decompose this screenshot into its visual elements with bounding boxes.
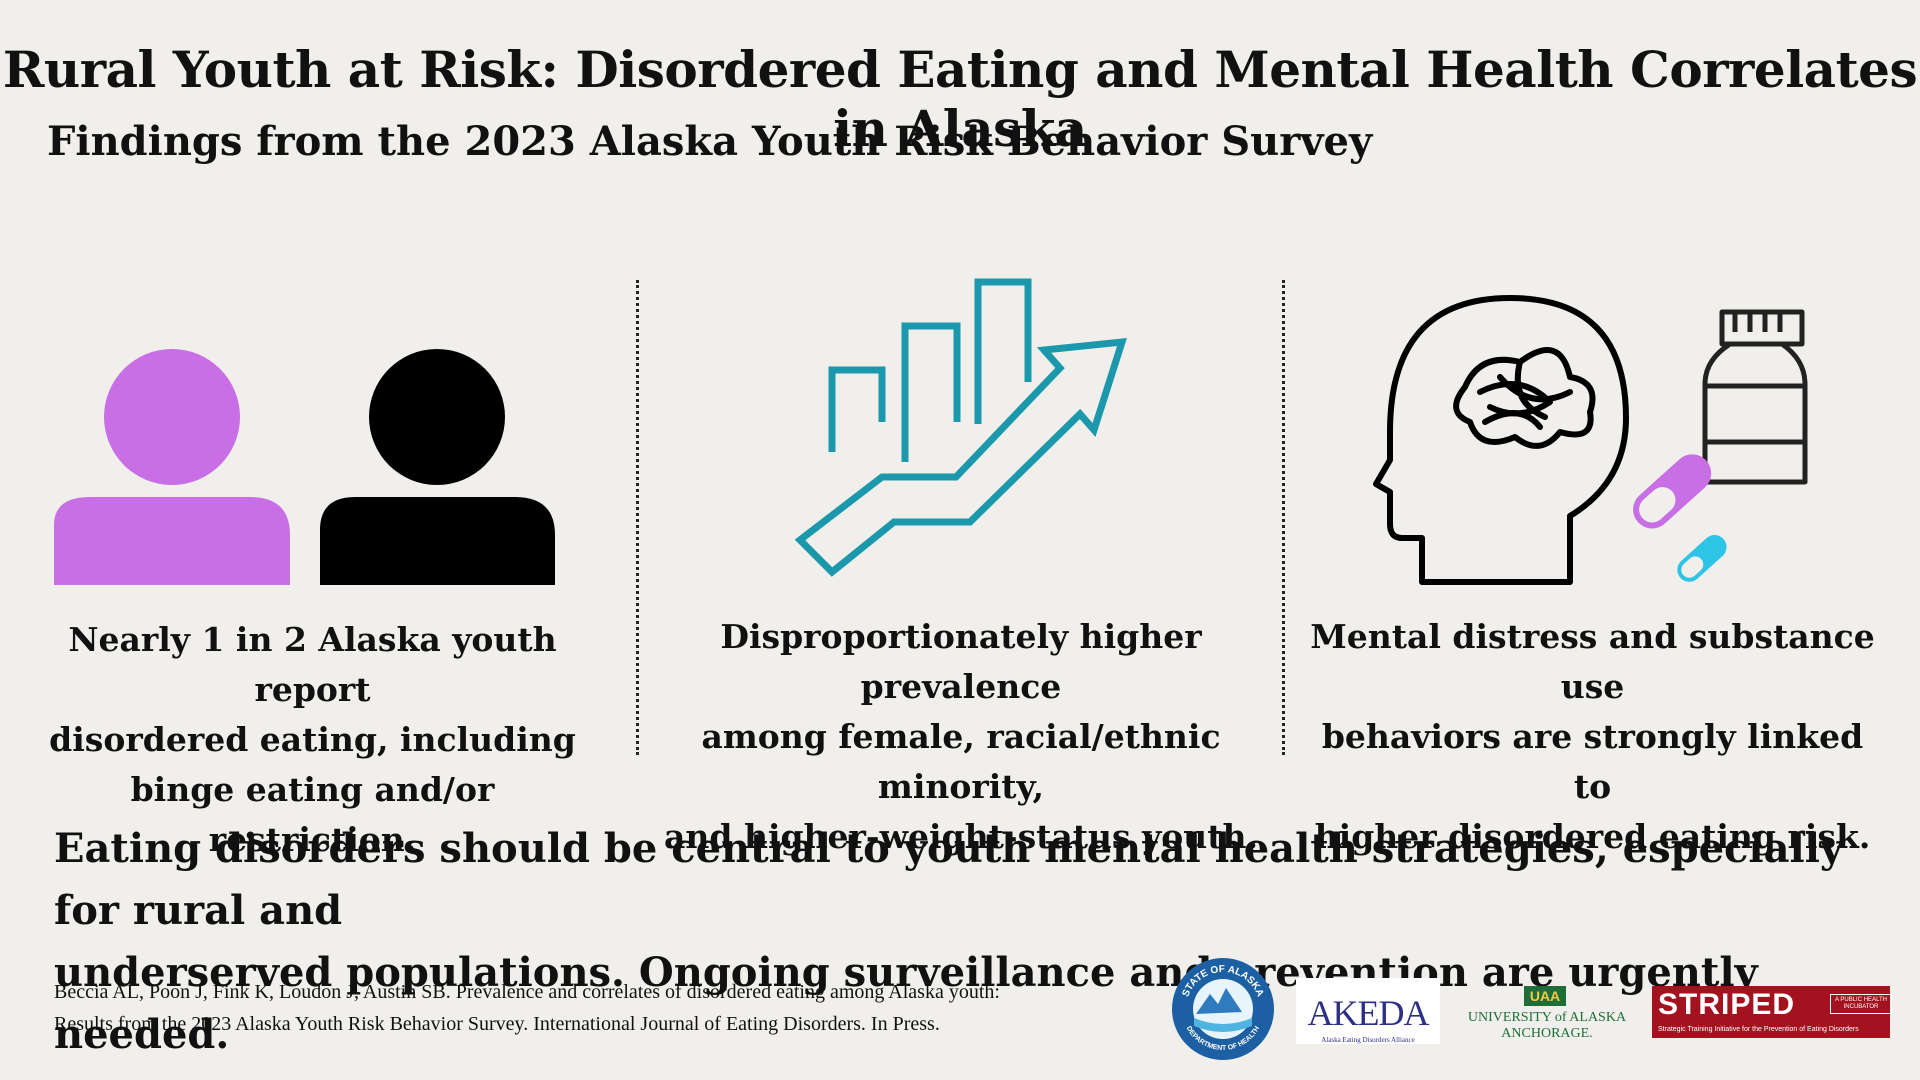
akeda-logo-name: AKEDA bbox=[1307, 993, 1430, 1033]
rising-bar-chart-arrow-icon bbox=[794, 278, 1127, 577]
head-brain-pills-icon bbox=[1373, 295, 1808, 585]
striped-logo: STRIPED A PUBLIC HEALTH INCUBATOR Strate… bbox=[1652, 986, 1892, 1038]
person-black-head bbox=[369, 349, 505, 485]
striped-logo-name: STRIPED bbox=[1658, 988, 1796, 1021]
citation-text: Beccia AL, Poon J, Fink K, Loudon J, Aus… bbox=[54, 981, 1000, 1035]
akeda-logo: AKEDA Alaska Eating Disorders Alliance bbox=[1296, 978, 1440, 1044]
finding-2-text: Disproportionately higher prevalence amo… bbox=[664, 617, 1258, 856]
page-title: Rural Youth at Risk: Disordered Eating a… bbox=[2, 40, 1918, 158]
finding-1-text: Nearly 1 in 2 Alaska youth report disord… bbox=[49, 620, 576, 859]
uaa-logo: UAA UNIVERSITY of ALASKA ANCHORAGE. bbox=[1462, 986, 1632, 1042]
person-purple-body bbox=[54, 497, 290, 585]
uaa-logo-line1: UNIVERSITY of ALASKA bbox=[1467, 1010, 1627, 1025]
purple-capsule bbox=[1633, 454, 1712, 529]
akeda-logo-tagline: Alaska Eating Disorders Alliance bbox=[1321, 1036, 1415, 1044]
two-people-icon bbox=[54, 349, 555, 585]
person-purple-head bbox=[104, 349, 240, 485]
alaska-department-of-health-logo: STATE OF ALASKA DEPARTMENT OF HEALTH bbox=[1172, 958, 1274, 1060]
person-black-body bbox=[320, 497, 555, 585]
divider-left bbox=[636, 280, 639, 755]
conclusion-text: Eating disorders should be central to yo… bbox=[54, 825, 1844, 1058]
striped-logo-tagline: Strategic Training Initiative for the Pr… bbox=[1658, 1026, 1859, 1033]
striped-logo-side: A PUBLIC HEALTH INCUBATOR bbox=[1830, 994, 1892, 1014]
page-subtitle: Findings from the 2023 Alaska Youth Risk… bbox=[47, 118, 1373, 165]
divider-right bbox=[1282, 280, 1285, 755]
cyan-capsule bbox=[1677, 535, 1727, 582]
finding-3-text: Mental distress and substance use behavi… bbox=[1310, 617, 1875, 856]
uaa-logo-line2: ANCHORAGE. bbox=[1501, 1026, 1593, 1041]
uaa-logo-badge: UAA bbox=[1524, 986, 1566, 1006]
